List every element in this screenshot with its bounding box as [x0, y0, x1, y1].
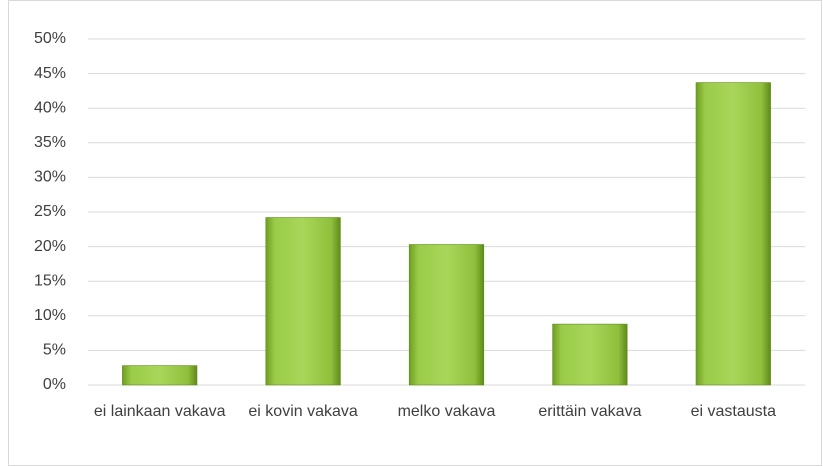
y-tick-label: 0%: [43, 376, 66, 393]
x-tick-label: erittäin vakava: [538, 403, 641, 420]
y-tick-label: 45%: [34, 65, 66, 82]
chart-border: [8, 0, 822, 466]
x-tick-label: ei vastausta: [691, 403, 776, 420]
bar: [695, 82, 771, 386]
y-tick-label: 10%: [34, 307, 66, 324]
x-tick-label: ei lainkaan vakava: [94, 403, 226, 420]
y-tick-label: 35%: [34, 134, 66, 151]
y-tick-label: 20%: [34, 238, 66, 255]
bar: [408, 244, 485, 386]
y-tick-label: 15%: [34, 272, 66, 289]
bar: [265, 217, 341, 386]
y-tick-label: 40%: [34, 99, 66, 116]
y-tick-label: 5%: [43, 342, 66, 359]
bar: [552, 323, 628, 386]
y-tick-label: 25%: [34, 203, 66, 220]
x-tick-label: ei kovin vakava: [248, 403, 357, 420]
y-tick-label: 30%: [34, 169, 66, 186]
x-tick-label: melko vakava: [398, 403, 496, 420]
y-tick-label: 50%: [34, 30, 66, 47]
bar: [122, 365, 198, 386]
